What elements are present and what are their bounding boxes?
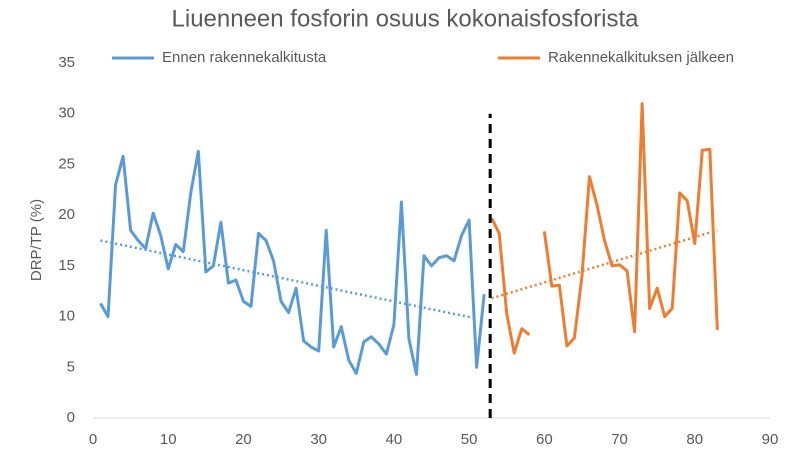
legend-label: Rakennekalkituksen jälkeen bbox=[548, 49, 734, 66]
trend-line bbox=[100, 239, 477, 320]
x-tick-label: 30 bbox=[310, 431, 327, 448]
data-line bbox=[99, 149, 486, 376]
x-tick-label: 10 bbox=[160, 431, 177, 448]
trend-line bbox=[491, 229, 718, 300]
x-tick-label: 50 bbox=[461, 431, 478, 448]
y-tick-label: 30 bbox=[58, 105, 75, 122]
y-tick-label: 15 bbox=[58, 257, 75, 274]
x-tick-label: 40 bbox=[386, 431, 403, 448]
legend-label: Ennen rakennekalkitusta bbox=[162, 49, 327, 66]
y-tick-label: 10 bbox=[58, 308, 75, 325]
x-tick-label: 80 bbox=[686, 431, 703, 448]
y-tick-label: 20 bbox=[58, 206, 75, 223]
y-tick-label: 0 bbox=[67, 409, 75, 426]
y-tick-label: 5 bbox=[67, 358, 75, 375]
x-tick-label: 20 bbox=[235, 431, 252, 448]
x-tick-label: 0 bbox=[89, 431, 97, 448]
y-tick-label: 25 bbox=[58, 155, 75, 172]
y-axis-label: DRP/TP (%) bbox=[28, 199, 45, 281]
chart-title: Liuenneen fosforin osuus kokonaisfosfori… bbox=[172, 5, 640, 32]
x-tick-label: 70 bbox=[611, 431, 628, 448]
y-tick-label: 35 bbox=[58, 54, 75, 71]
data-line bbox=[490, 102, 719, 355]
x-tick-label: 60 bbox=[536, 431, 553, 448]
x-tick-label: 90 bbox=[762, 431, 779, 448]
